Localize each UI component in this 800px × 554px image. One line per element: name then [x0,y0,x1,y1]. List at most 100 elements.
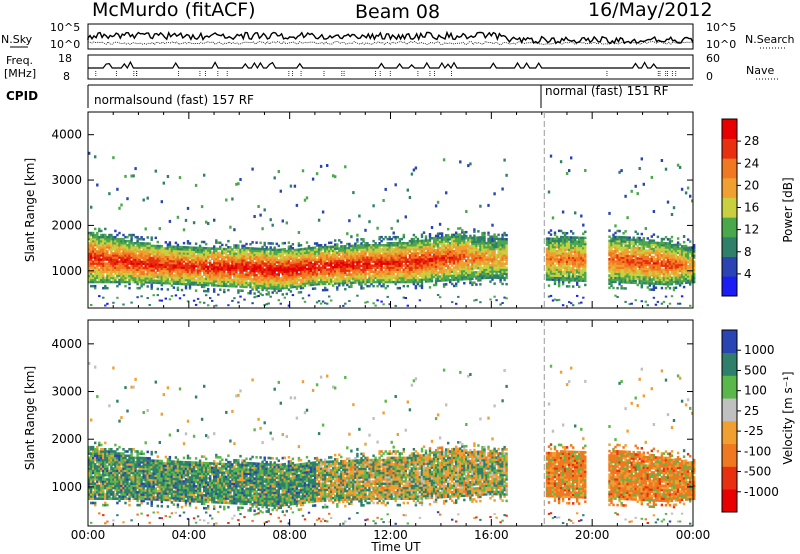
power-cell [559,242,563,245]
power-cell [442,244,446,247]
power-cell [493,239,496,243]
power-cell [100,242,103,245]
power-cell [235,258,238,262]
power-cell [287,241,291,244]
power-cell [563,270,567,274]
power-cell [453,241,456,245]
power-cell [414,276,418,280]
power-cell [483,276,486,280]
power-cell [142,198,145,202]
power-cell [96,280,99,284]
power-cell [487,270,490,273]
power-cell [376,299,379,302]
power-cell [144,252,147,255]
power-cell [442,264,446,268]
power-cell [384,278,387,282]
power-cell [360,260,363,264]
power-cell [576,277,579,280]
power-cell [350,259,353,262]
power-cell [263,272,266,275]
power-cell [386,278,389,282]
power-cell [356,275,359,278]
power-cell [112,301,115,304]
power-cell [249,267,252,270]
power-cell [570,246,573,249]
power-cell [104,286,107,290]
power-cell [505,266,508,269]
power-cell [416,248,420,251]
power-cell [182,264,186,267]
power-cell [211,247,214,250]
power-cell [398,274,401,278]
power-cell [271,260,274,264]
power-cell [572,279,575,282]
power-cell [207,304,210,307]
power-cell [150,277,153,280]
power-cell [277,281,280,284]
power-cell [340,249,343,252]
power-cell [390,248,393,251]
power-cell [261,258,264,261]
power-cell [90,248,93,251]
power-cell [475,236,478,239]
power-cell [469,261,472,264]
power-cell [406,252,409,255]
power-cell [555,241,559,245]
power-cell [213,253,216,256]
power-cell [477,264,480,268]
power-cell [489,260,492,263]
power-cell [128,266,131,269]
power-cell [231,270,234,274]
power-cell [275,265,278,268]
power-cell [467,261,470,264]
power-cell [356,238,359,241]
power-cell [134,270,137,274]
power-cell [207,271,210,275]
power-cell [190,258,194,262]
power-cell [479,244,482,247]
power-cell [330,282,333,285]
power-cell [293,265,297,268]
power-cell [410,248,414,251]
power-cell [342,267,345,270]
power-cell [283,260,286,263]
power-cell [324,286,327,290]
power-cell [426,276,430,279]
power-cell [505,274,508,278]
power-cell [473,236,476,239]
power-cell [471,246,474,250]
power-cell [364,264,367,267]
power-cell [136,268,139,271]
power-cell [98,276,101,280]
power-cell [559,244,563,247]
power-cell [576,265,579,268]
power-cell [313,262,317,266]
power-cell [192,279,196,282]
power-cell [449,252,452,255]
power-cell [279,268,282,272]
power-cell [354,279,357,282]
power-cell [319,302,323,305]
power-cell [237,250,240,253]
power-cell [132,268,135,271]
power-cell [112,246,115,249]
power-cell [475,258,478,262]
nsky-line [87,30,694,45]
power-cell [574,264,577,268]
power-cell [243,263,246,266]
power-cell [291,281,295,285]
power-cell [451,260,454,263]
power-cell [106,262,109,265]
power-cell [404,260,407,263]
power-cell [503,272,506,276]
power-cell [160,253,163,256]
power-cell [188,287,192,290]
power-cell [104,270,107,274]
power-cell [461,247,464,250]
power-cell [406,268,409,271]
power-cell [251,273,254,277]
power-cell [253,267,256,271]
power-cell [396,235,399,239]
power-cell [188,270,192,274]
power-cell [94,235,97,239]
